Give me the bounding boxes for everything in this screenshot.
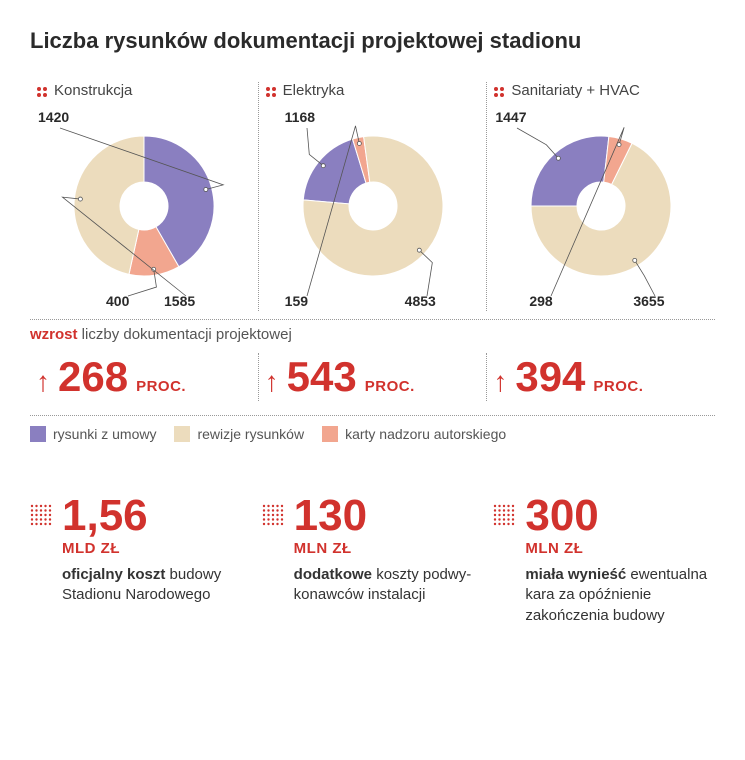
charts-row: Konstrukcja 1420 400 1585 Elektryka 1168 15… bbox=[30, 82, 715, 320]
grid-icon bbox=[262, 504, 284, 526]
dots-icon bbox=[493, 85, 505, 97]
donut-wrap: 1168 159 4853 bbox=[265, 101, 481, 311]
chart-label: Elektryka bbox=[283, 82, 345, 99]
growth-label-rest: liczby dokumentacji projektowej bbox=[78, 326, 292, 343]
stat-desc: oficjalny koszt budowy Stadionu Narodowe… bbox=[62, 565, 252, 606]
chart-header: Elektryka bbox=[265, 82, 481, 99]
callout-value: 1447 bbox=[495, 109, 526, 125]
stat-desc: miała wynieść ewentualna kara za opóźnie… bbox=[525, 565, 715, 626]
stat-body: 300 MLN ZŁ miała wynieść ewentualna kara… bbox=[525, 494, 715, 626]
growth-cell: ↑ 394 PROC. bbox=[487, 353, 715, 401]
callout-value: 400 bbox=[106, 293, 129, 309]
page-title: Liczba rysunków dokumentacji projektowej… bbox=[30, 28, 715, 54]
legend-item: karty nadzoru autorskiego bbox=[322, 426, 506, 442]
legend-swatch bbox=[322, 426, 338, 442]
callout-value: 1168 bbox=[285, 109, 315, 125]
growth-value: 543 bbox=[287, 353, 357, 401]
arrow-up-icon: ↑ bbox=[493, 366, 507, 398]
stat-number: 130 bbox=[294, 494, 484, 538]
proc-label: PROC. bbox=[593, 378, 643, 395]
growth-row: ↑ 268 PROC. ↑ 543 PROC. ↑ 394 PROC. bbox=[30, 353, 715, 416]
stat-body: 130 MLN ZŁ dodatkowe koszty podwy­konawc… bbox=[294, 494, 484, 626]
callout-value: 159 bbox=[285, 293, 308, 309]
growth-value: 268 bbox=[58, 353, 128, 401]
stats-row: 1,56 MLD ZŁ oficjalny koszt budowy Stadi… bbox=[30, 494, 715, 626]
growth-cell: ↑ 268 PROC. bbox=[30, 353, 259, 401]
legend: rysunki z umowy rewizje rysunków karty n… bbox=[30, 416, 715, 468]
growth-label: wzrost liczby dokumentacji projektowej bbox=[30, 326, 715, 343]
growth-label-em: wzrost bbox=[30, 326, 78, 343]
legend-label: rysunki z umowy bbox=[53, 426, 156, 442]
stat-unit: MLN ZŁ bbox=[294, 540, 484, 557]
stat-desc-bold: oficjalny koszt bbox=[62, 566, 165, 583]
growth-value: 394 bbox=[515, 353, 585, 401]
grid-icon bbox=[30, 504, 52, 526]
grid-icon bbox=[493, 504, 515, 526]
stat-desc-bold: miała wynieść bbox=[525, 566, 626, 583]
legend-swatch bbox=[174, 426, 190, 442]
legend-item: rysunki z umowy bbox=[30, 426, 156, 442]
proc-label: PROC. bbox=[136, 378, 186, 395]
stat-unit: MLD ZŁ bbox=[62, 540, 252, 557]
chart-header: Konstrukcja bbox=[36, 82, 252, 99]
chart-column: Elektryka 1168 159 4853 bbox=[259, 82, 488, 311]
stat-block: 300 MLN ZŁ miała wynieść ewentualna kara… bbox=[493, 494, 715, 626]
stat-block: 130 MLN ZŁ dodatkowe koszty podwy­konawc… bbox=[262, 494, 484, 626]
chart-label: Konstrukcja bbox=[54, 82, 132, 99]
stat-desc: dodatkowe koszty podwy­konawców instalac… bbox=[294, 565, 484, 606]
chart-column: Sanitariaty + HVAC 1447 298 3655 bbox=[487, 82, 715, 311]
callout-value: 298 bbox=[529, 293, 552, 309]
legend-item: rewizje rysunków bbox=[174, 426, 304, 442]
chart-column: Konstrukcja 1420 400 1585 bbox=[30, 82, 259, 311]
stat-desc-bold: dodatkowe bbox=[294, 566, 372, 583]
callout-value: 1585 bbox=[164, 293, 195, 309]
growth-cell: ↑ 543 PROC. bbox=[259, 353, 488, 401]
legend-label: karty nadzoru autorskiego bbox=[345, 426, 506, 442]
arrow-up-icon: ↑ bbox=[265, 366, 279, 398]
stat-number: 1,56 bbox=[62, 494, 252, 538]
callout-value: 3655 bbox=[633, 293, 664, 309]
stat-block: 1,56 MLD ZŁ oficjalny koszt budowy Stadi… bbox=[30, 494, 252, 626]
legend-swatch bbox=[30, 426, 46, 442]
donut-wrap: 1447 298 3655 bbox=[493, 101, 709, 311]
dots-icon bbox=[265, 85, 277, 97]
arrow-up-icon: ↑ bbox=[36, 366, 50, 398]
chart-label: Sanitariaty + HVAC bbox=[511, 82, 640, 99]
chart-header: Sanitariaty + HVAC bbox=[493, 82, 709, 99]
legend-label: rewizje rysunków bbox=[197, 426, 304, 442]
stat-number: 300 bbox=[525, 494, 715, 538]
callout-value: 4853 bbox=[405, 293, 436, 309]
callout-value: 1420 bbox=[38, 109, 69, 125]
dots-icon bbox=[36, 85, 48, 97]
proc-label: PROC. bbox=[365, 378, 415, 395]
donut-wrap: 1420 400 1585 bbox=[36, 101, 252, 311]
stat-body: 1,56 MLD ZŁ oficjalny koszt budowy Stadi… bbox=[62, 494, 252, 626]
stat-unit: MLN ZŁ bbox=[525, 540, 715, 557]
